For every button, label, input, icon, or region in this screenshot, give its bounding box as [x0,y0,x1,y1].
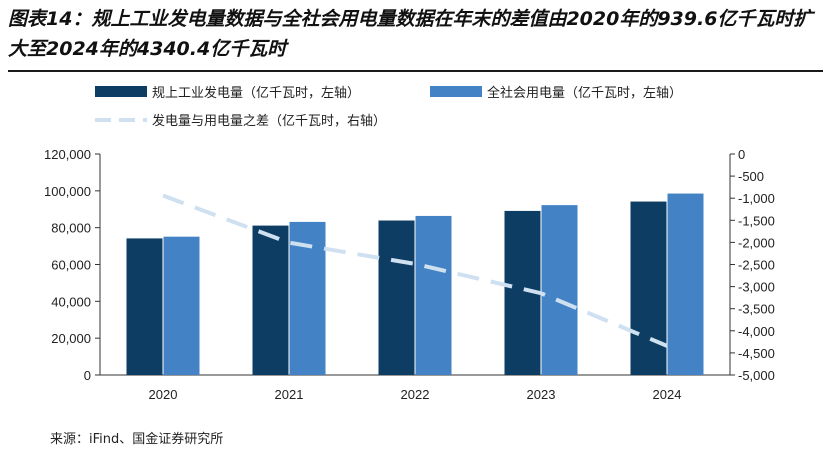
right-tick-label: -5,000 [738,368,775,383]
chart-title: 图表14：规上工业发电量数据与全社会用电量数据在年末的差值由2020年的939.… [8,8,813,60]
axes: 0 20,000 40,000 60,000 80,000 100,000 120,000 -… [44,147,775,402]
x-tick-label: 2023 [527,387,556,402]
bar-series1-2022 [378,220,415,375]
legend-label-1: 规上工业发电量（亿千瓦时，左轴） [152,85,360,101]
bar-series1-2020 [126,238,163,375]
legend: 规上工业发电量（亿千瓦时，左轴） 全社会用电量（亿千瓦时，左轴） 发电量与用电量之差… [95,85,682,129]
legend-swatch-1 [95,86,147,97]
right-tick-label: -2,000 [738,235,775,250]
bar-series2-2023 [541,205,578,375]
x-tick-label: 2020 [149,387,178,402]
difference-line-path [162,193,668,348]
title-block: 图表14：规上工业发电量数据与全社会用电量数据在年末的差值由2020年的939.… [8,4,823,64]
right-tick-label: -3,500 [738,302,775,317]
bar-series1-2021 [252,225,289,375]
right-tick-label: -1,000 [738,191,775,206]
bar-series2-2024 [667,193,704,375]
right-tick-label: -4,000 [738,324,775,339]
right-tick-label: -3,000 [738,280,775,295]
difference-line [162,193,668,348]
x-tick-label: 2021 [275,387,304,402]
legend-label-2: 全社会用电量（亿千瓦时，左轴） [487,85,682,101]
left-tick-label: 60,000 [51,258,91,273]
left-tick-label: 20,000 [51,331,91,346]
x-tick-label: 2022 [401,387,430,402]
right-tick-label: -1,500 [738,213,775,228]
right-tick-label: -4,500 [738,346,775,361]
title-rule [8,70,823,72]
right-tick-label: 0 [738,147,745,162]
left-tick-label: 120,000 [44,147,91,162]
legend-label-3: 发电量与用电量之差（亿千瓦时，右轴） [152,113,386,129]
left-tick-label: 80,000 [51,221,91,236]
left-tick-label: 100,000 [44,184,91,199]
x-tick-label: 2024 [653,387,682,402]
bar-series2-2020 [163,236,200,375]
right-tick-label: -2,500 [738,258,775,273]
legend-swatch-2 [430,86,482,97]
bar-series1-2024 [630,201,667,375]
left-tick-label: 40,000 [51,294,91,309]
right-tick-label: -500 [738,169,764,184]
bar-series2-2022 [415,215,452,375]
left-tick-label: 0 [84,368,91,383]
bars [126,193,704,375]
source-note: 来源：iFind、国金证券研究所 [50,432,224,447]
chart: 规上工业发电量（亿千瓦时，左轴） 全社会用电量（亿千瓦时，左轴） 发电量与用电量之差… [44,85,775,402]
